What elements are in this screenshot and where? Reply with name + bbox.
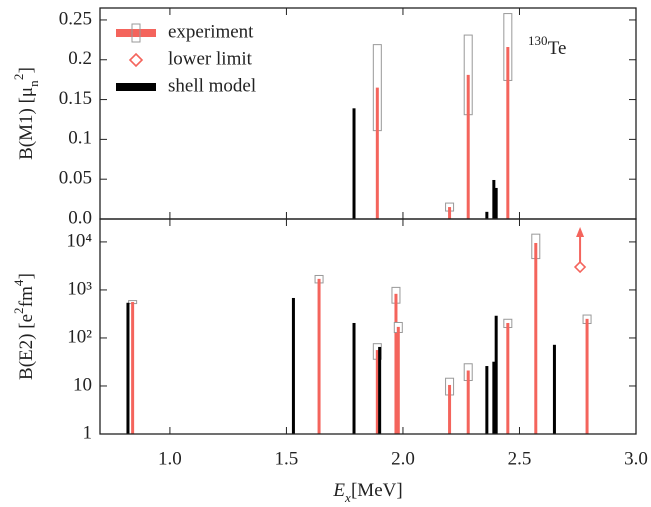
- stem: [352, 322, 356, 434]
- y-axis-label: B(M1) [μn 2 ]: [11, 67, 41, 160]
- x-axis-label: Ex [MeV]: [332, 480, 402, 505]
- x-tick-label: 2.0: [391, 448, 415, 469]
- y-tick-label: 10³: [67, 278, 92, 299]
- stem: [585, 318, 589, 434]
- stem: [378, 346, 382, 434]
- stem: [126, 302, 130, 434]
- stem: [394, 293, 398, 434]
- y-axis-label: B(E2) [e2 fm4 ]: [11, 273, 37, 380]
- stem: [396, 326, 400, 434]
- x-tick-label: 2.5: [508, 448, 532, 469]
- stem: [466, 370, 470, 434]
- stem: [494, 187, 498, 219]
- y-axis-label-part: B(E2) [e: [16, 314, 37, 380]
- y-tick-label: 0.2: [68, 48, 92, 69]
- legend-marker: [116, 29, 156, 37]
- stem: [466, 74, 470, 219]
- x-tick-label: 1.5: [275, 448, 299, 469]
- limit-arrow-head: [576, 227, 585, 238]
- y-tick-label: 10⁴: [66, 230, 92, 251]
- legend-label: shell model: [168, 75, 256, 96]
- y-tick-label: 0.1: [68, 128, 92, 149]
- legend-label: lower limit: [168, 48, 253, 69]
- y-axis-label-part: n: [26, 80, 41, 87]
- plot-frame: [99, 218, 637, 435]
- stem: [506, 322, 510, 434]
- annotation-part: 130: [528, 33, 548, 48]
- stem: [485, 366, 489, 434]
- stem: [485, 211, 489, 219]
- y-axis-label-part: 4: [11, 279, 26, 286]
- x-tick-label: 3.0: [624, 448, 648, 469]
- legend-label: experiment: [168, 21, 254, 42]
- x-axis-label-part: E: [332, 480, 345, 501]
- lower-limit-marker: [573, 260, 587, 274]
- stem: [506, 47, 510, 220]
- legend-marker: [116, 83, 156, 91]
- y-tick-label: 1: [83, 422, 93, 443]
- y-axis-label-part: 2: [11, 74, 26, 81]
- y-axis-label-part: B(M1) [μ: [16, 87, 37, 160]
- stem: [352, 108, 356, 219]
- stem: [492, 361, 496, 434]
- stem: [494, 315, 498, 434]
- y-tick-label: 10: [73, 374, 92, 395]
- legend-marker: [128, 52, 144, 68]
- stem: [131, 302, 135, 434]
- stem: [291, 297, 295, 434]
- y-tick-label: 10²: [67, 326, 92, 347]
- y-axis-label-part: fm: [16, 286, 37, 307]
- y-axis-label-part: ]: [16, 273, 37, 279]
- stem: [317, 278, 321, 434]
- y-tick-label: 0.15: [59, 88, 92, 109]
- y-tick-label: 0.0: [68, 207, 92, 228]
- stem: [448, 207, 452, 219]
- y-tick-label: 0.05: [59, 168, 92, 189]
- annotation-part: Te: [548, 38, 567, 59]
- y-tick-label: 0.25: [59, 8, 92, 29]
- x-axis-label-part: [MeV]: [351, 480, 403, 501]
- x-axis-label-part: x: [344, 490, 351, 505]
- y-axis-label-part: 2: [11, 307, 26, 314]
- stem: [375, 87, 379, 219]
- x-tick-label: 1.0: [158, 448, 182, 469]
- annotation: 130 Te: [528, 33, 566, 59]
- legend-box: [131, 23, 141, 43]
- stem: [375, 350, 379, 434]
- stem: [552, 344, 556, 434]
- y-axis-label-part: ]: [16, 67, 37, 73]
- stem: [534, 242, 538, 434]
- stem: [492, 179, 496, 219]
- stem: [448, 384, 452, 434]
